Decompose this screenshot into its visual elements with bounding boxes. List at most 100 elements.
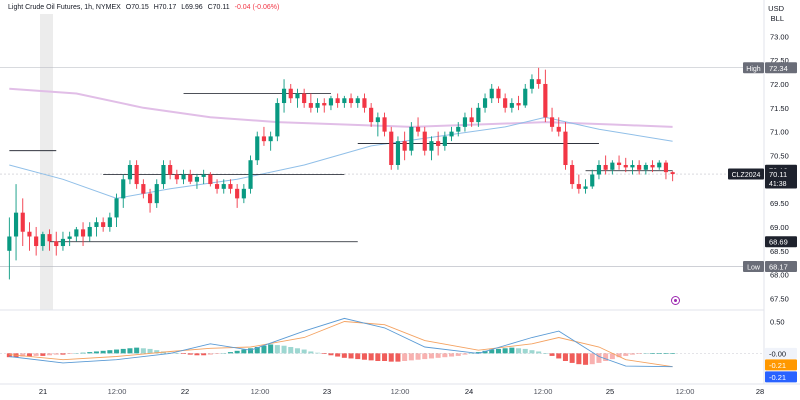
candle-body[interactable] [235,188,240,199]
candle-body[interactable] [409,126,414,151]
candle-body[interactable] [509,103,514,108]
candle-body[interactable] [261,136,267,142]
candle-body[interactable] [389,131,394,165]
candle-body[interactable] [402,141,407,151]
candle-body[interactable] [436,141,441,146]
candle-body[interactable] [429,141,434,151]
candle-body[interactable] [74,229,79,237]
candle-body[interactable] [630,165,635,168]
candle-body[interactable] [221,184,226,189]
candle-body[interactable] [489,88,494,99]
candle-body[interactable] [214,184,220,189]
candle-body[interactable] [348,98,354,104]
candle-body[interactable] [20,212,25,232]
candle-body[interactable] [362,98,367,108]
candle-body[interactable] [422,131,427,151]
candle-body[interactable] [275,103,280,137]
candle-body[interactable] [563,131,568,165]
candle-body[interactable] [576,184,581,189]
candle-body[interactable] [87,226,92,237]
candle-body[interactable] [47,234,52,242]
candle-body[interactable] [670,172,675,175]
candle-body[interactable] [201,174,206,177]
candle-body[interactable] [355,98,360,104]
candle-body[interactable] [67,236,72,239]
candle-body[interactable] [7,236,12,251]
candle-body[interactable] [255,136,260,161]
eye-target-icon[interactable] [671,296,680,305]
candle-body[interactable] [603,165,608,170]
candle-body[interactable] [188,174,193,182]
candle-body[interactable] [536,79,541,84]
candle-body[interactable] [616,162,622,165]
candle-body[interactable] [228,184,233,189]
candle-body[interactable] [121,179,126,199]
candle-body[interactable] [315,103,320,108]
candle-body[interactable] [375,117,380,123]
candle-body[interactable] [529,79,535,89]
candle-body[interactable] [114,198,119,218]
candle-body[interactable] [194,176,200,182]
candle-body[interactable] [663,162,669,173]
candle-body[interactable] [101,222,106,227]
candle-body[interactable] [13,212,19,237]
candle-body[interactable] [496,88,501,99]
candle-body[interactable] [308,103,313,108]
candle-body[interactable] [281,88,287,104]
candle-body[interactable] [596,165,602,175]
candle-body[interactable] [268,136,273,142]
candle-body[interactable] [369,107,374,123]
candle-body[interactable] [168,165,173,175]
candle-body[interactable] [40,234,45,247]
candle-body[interactable] [462,117,468,127]
candle-body[interactable] [322,103,327,106]
candle-body[interactable] [27,231,32,237]
candle-body[interactable] [107,217,112,227]
candle-body[interactable] [154,184,159,204]
candle-body[interactable] [590,174,595,187]
candle-body[interactable] [476,107,481,123]
candle-body[interactable] [469,117,474,123]
candle-body[interactable] [241,188,246,199]
candle-body[interactable] [127,165,133,180]
candle-body[interactable] [442,136,447,146]
candle-body[interactable] [302,93,307,104]
candle-body[interactable] [657,162,662,168]
candle-body[interactable] [623,165,628,168]
candle-body[interactable] [328,98,334,106]
candle-body[interactable] [208,174,213,185]
candle-body[interactable] [174,174,179,180]
candle-body[interactable] [610,162,615,170]
currency-unit[interactable]: USD BLL [768,4,784,24]
candle-body[interactable] [456,126,461,132]
candle-body[interactable] [643,165,648,170]
candle-body[interactable] [161,165,166,185]
candle-body[interactable] [549,117,555,127]
candle-body[interactable] [543,83,548,118]
candle-body[interactable] [342,98,347,104]
candle-body[interactable] [54,241,59,247]
candle-body[interactable] [248,160,253,189]
candle-body[interactable] [449,131,454,137]
candle-body[interactable] [395,141,401,165]
candle-body[interactable] [181,174,186,180]
candle-body[interactable] [382,117,387,132]
candle-body[interactable] [335,98,340,104]
candle-body[interactable] [482,98,488,108]
candle-body[interactable] [556,126,561,132]
candle-body[interactable] [583,186,588,189]
candle-body[interactable] [523,88,528,106]
candle-body[interactable] [295,93,300,99]
candle-body[interactable] [288,88,293,99]
candle-body[interactable] [147,193,153,204]
candle-body[interactable] [650,165,655,168]
candle-body[interactable] [60,238,66,247]
candle-body[interactable] [34,236,39,247]
candle-body[interactable] [637,165,642,170]
candle-body[interactable] [503,98,508,108]
candle-body[interactable] [570,165,575,185]
candle-body[interactable] [94,222,99,227]
candle-body[interactable] [516,103,521,106]
